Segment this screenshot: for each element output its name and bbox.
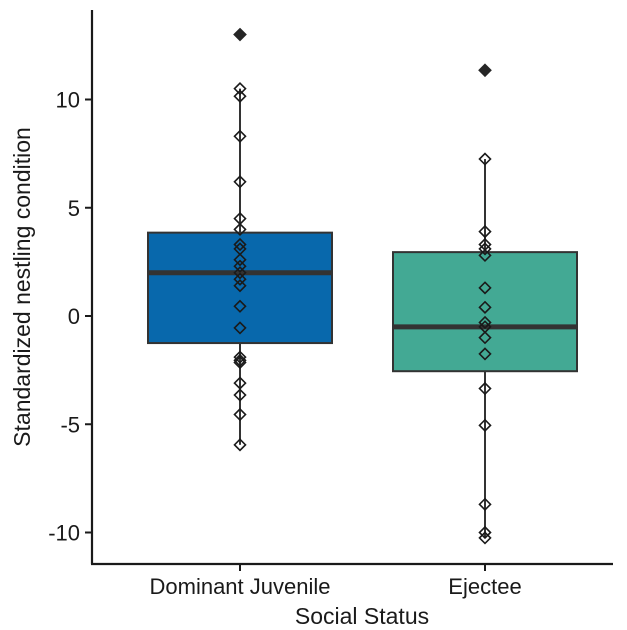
data-point	[478, 300, 492, 314]
y-tick-label: 0	[68, 304, 80, 329]
data-point	[478, 418, 492, 432]
data-point	[233, 222, 247, 237]
data-point	[233, 82, 247, 96]
data-point	[478, 224, 492, 239]
data-point	[478, 242, 492, 256]
data-point	[233, 299, 247, 313]
data-point	[233, 321, 247, 335]
data-point	[233, 279, 247, 293]
x-axis-title: Social Status	[295, 603, 429, 629]
y-tick-label: -10	[48, 521, 80, 546]
y-tick-label: 5	[68, 196, 80, 221]
data-point	[233, 350, 247, 364]
data-point	[478, 497, 492, 511]
data-point	[233, 175, 247, 189]
data-point	[233, 355, 247, 370]
data-point	[233, 388, 247, 402]
data-point	[478, 315, 492, 330]
data-point	[233, 129, 247, 143]
data-point	[478, 331, 492, 345]
data-point	[233, 407, 247, 422]
box-group	[392, 63, 578, 545]
data-point	[478, 152, 492, 166]
data-point	[233, 89, 247, 103]
box-group	[147, 27, 333, 452]
y-tick-label: -5	[60, 412, 80, 437]
data-point	[478, 281, 492, 295]
box-body	[392, 251, 578, 373]
data-point	[233, 266, 247, 280]
outlier-point	[478, 63, 492, 78]
data-point	[478, 531, 492, 545]
y-axis-ticks: -10 -5 0 5 10	[48, 88, 92, 546]
data-point	[233, 237, 247, 252]
data-point	[478, 525, 492, 540]
x-tick-label: Dominant Juvenile	[150, 574, 331, 599]
data-point	[233, 353, 247, 368]
data-point	[233, 438, 247, 452]
y-axis-title: Standardized nestling condition	[9, 127, 35, 447]
data-point	[478, 347, 492, 361]
data-point	[478, 248, 492, 263]
x-tick-label: Ejectee	[448, 574, 521, 599]
x-axis-ticks: Dominant Juvenile Ejectee	[150, 564, 522, 599]
data-point	[233, 259, 247, 273]
data-point	[233, 253, 247, 267]
y-tick-label: 10	[56, 88, 80, 113]
data-point	[233, 272, 247, 286]
outlier-point	[233, 27, 247, 42]
data-point	[478, 381, 492, 396]
plot-area	[147, 27, 578, 545]
